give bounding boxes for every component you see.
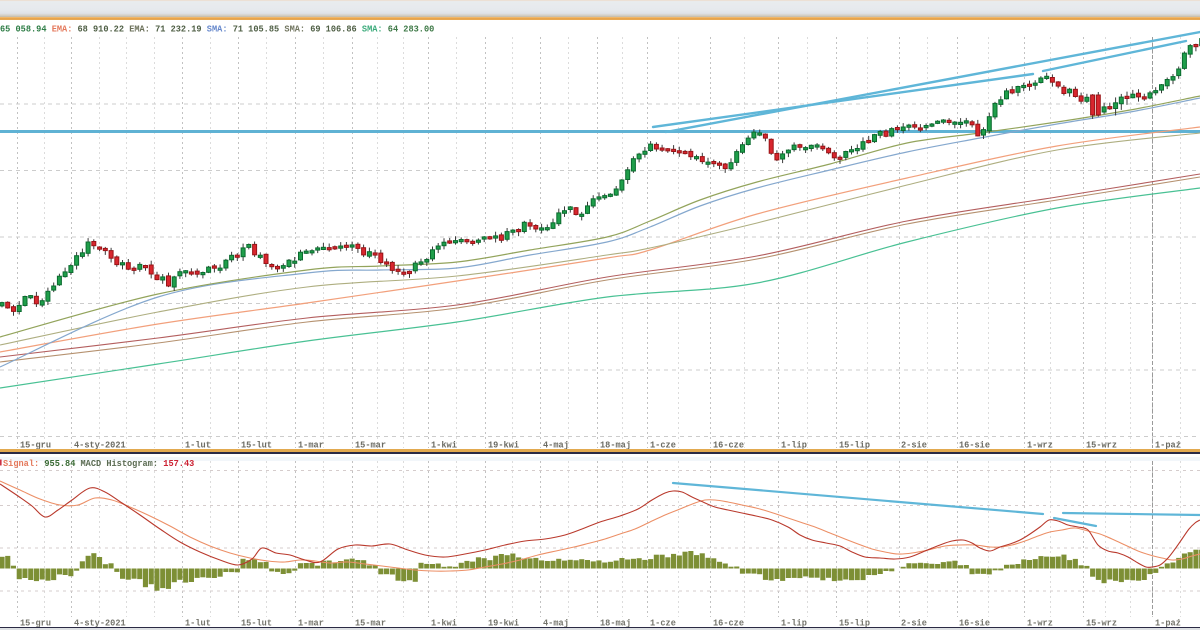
svg-text:71 232.19: 71 232.19: [155, 24, 202, 35]
svg-text:1-lip: 1-lip: [781, 440, 807, 451]
svg-text:2-sie: 2-sie: [901, 440, 927, 451]
svg-text:15-wrz: 15-wrz: [1086, 618, 1117, 629]
svg-text:955.84: 955.84: [44, 458, 75, 469]
svg-text:2-sie: 2-sie: [901, 618, 927, 629]
svg-text:157.43: 157.43: [163, 458, 194, 469]
svg-text:1-lip: 1-lip: [781, 618, 807, 629]
svg-text:15-lip: 15-lip: [839, 618, 870, 629]
svg-text:71 105.85: 71 105.85: [233, 24, 280, 35]
svg-text:16-cze: 16-cze: [713, 618, 744, 629]
svg-text:SMA:: SMA:: [284, 24, 305, 35]
svg-text:1-mar: 1-mar: [298, 618, 324, 629]
svg-text:Signal:: Signal:: [3, 458, 39, 469]
svg-text:EMA:: EMA:: [52, 24, 73, 35]
svg-text:15-lip: 15-lip: [839, 440, 870, 451]
svg-text:69 106.86: 69 106.86: [310, 24, 357, 35]
svg-text:SMA:: SMA:: [362, 24, 383, 35]
svg-text:1-wrz: 1-wrz: [1027, 618, 1053, 629]
svg-text:MACD Histogram:: MACD Histogram:: [81, 458, 159, 469]
svg-text:1-wrz: 1-wrz: [1027, 440, 1053, 451]
svg-text:18-maj: 18-maj: [600, 618, 631, 629]
svg-text:15-wrz: 15-wrz: [1086, 440, 1117, 451]
svg-text:1-mar: 1-mar: [298, 440, 324, 451]
svg-text:15-gru: 15-gru: [20, 618, 51, 629]
svg-text:1-kwi: 1-kwi: [431, 618, 457, 629]
svg-text:4-sty-2021: 4-sty-2021: [74, 618, 126, 629]
svg-text:65 058.94: 65 058.94: [0, 24, 47, 35]
svg-text:16-sie: 16-sie: [959, 440, 990, 451]
svg-text:1-paź: 1-paź: [1155, 618, 1181, 629]
svg-text:15-mar: 15-mar: [355, 440, 386, 451]
svg-text:15-gru: 15-gru: [20, 440, 51, 451]
svg-text:1-lut: 1-lut: [185, 618, 211, 629]
svg-text:64 283.00: 64 283.00: [388, 24, 435, 35]
svg-text:EMA:: EMA:: [129, 24, 150, 35]
svg-text:19-kwi: 19-kwi: [488, 618, 519, 629]
svg-text:15-lut: 15-lut: [241, 440, 272, 451]
svg-text:1-kwi: 1-kwi: [431, 440, 457, 451]
svg-text:68 910.22: 68 910.22: [78, 24, 125, 35]
svg-text:15-lut: 15-lut: [241, 618, 272, 629]
svg-text:16-cze: 16-cze: [713, 440, 744, 451]
svg-text:4-maj: 4-maj: [543, 440, 569, 451]
svg-text:16-sie: 16-sie: [959, 618, 990, 629]
svg-text:19-kwi: 19-kwi: [488, 440, 519, 451]
svg-text:SMA:: SMA:: [207, 24, 228, 35]
svg-text:15-mar: 15-mar: [355, 618, 386, 629]
svg-text:4-maj: 4-maj: [543, 618, 569, 629]
svg-text:1-paź: 1-paź: [1155, 440, 1181, 451]
svg-text:1-cze: 1-cze: [650, 618, 676, 629]
svg-text:1-cze: 1-cze: [650, 440, 676, 451]
svg-text:18-maj: 18-maj: [600, 440, 631, 451]
svg-text:4-sty-2021: 4-sty-2021: [74, 440, 126, 451]
svg-text:1-lut: 1-lut: [185, 440, 211, 451]
